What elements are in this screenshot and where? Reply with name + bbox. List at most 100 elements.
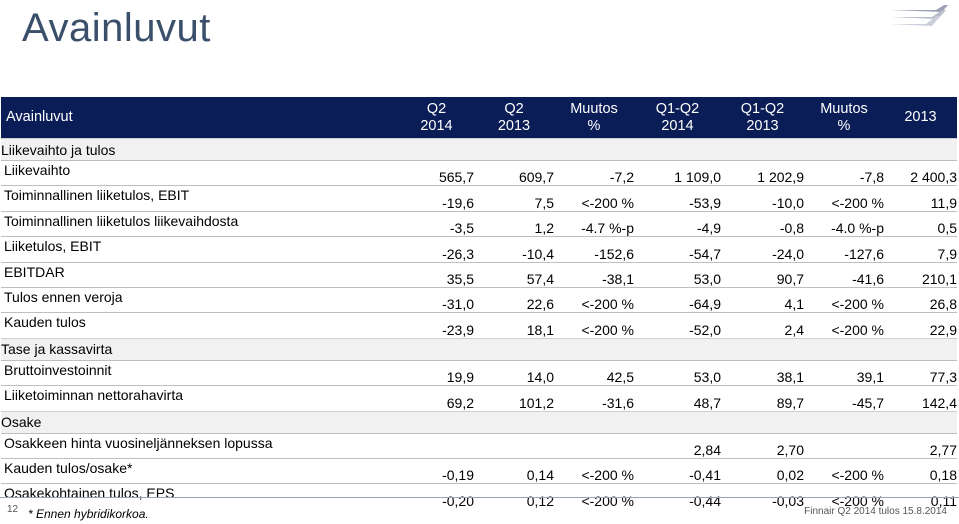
row-label: Bruttoinvestoinnit bbox=[1, 359, 399, 386]
table-cell: 0,18 bbox=[884, 457, 957, 484]
table-cell: 1,2 bbox=[474, 210, 554, 237]
table-cell: -7,2 bbox=[554, 159, 634, 186]
table-cell: 35,5 bbox=[399, 261, 474, 288]
table-cell: 2,77 bbox=[884, 432, 957, 459]
row-label: Osakkeen hinta vuosineljänneksen lopussa bbox=[1, 432, 399, 459]
table-cell: 26,8 bbox=[884, 286, 957, 313]
column-header-line: % bbox=[587, 117, 601, 134]
row-label: Kauden tulos/osake* bbox=[1, 457, 399, 484]
column-header-line: Muutos bbox=[820, 100, 868, 117]
table-cell: -52,0 bbox=[634, 312, 721, 339]
table-cell: -0,19 bbox=[399, 457, 474, 484]
table-cell: 14,0 bbox=[474, 359, 554, 386]
table-cell: 7,5 bbox=[474, 185, 554, 212]
table-cell: -10,4 bbox=[474, 236, 554, 263]
column-header: Muutos% bbox=[554, 97, 634, 139]
column-header-line: 2013 bbox=[497, 117, 531, 134]
table-row: EBITDAR 35,5 57,4 -38,1 53,0 90,7 -41,6 210,1 bbox=[1, 261, 957, 288]
table-cell: -7,8 bbox=[804, 159, 884, 186]
table-cell: 39,1 bbox=[804, 359, 884, 386]
table-cell: <-200 % bbox=[804, 286, 884, 313]
column-header-line: % bbox=[837, 117, 851, 134]
table-cell: -38,1 bbox=[554, 261, 634, 288]
row-label: Toiminnallinen liiketulos, EBIT bbox=[1, 185, 399, 212]
table-cell: 18,1 bbox=[474, 312, 554, 339]
column-header: Q1-Q2 2013 bbox=[721, 97, 804, 139]
table-cell: 11,9 bbox=[884, 185, 957, 212]
table-cell: -54,7 bbox=[634, 236, 721, 263]
table-cell: 142,4 bbox=[884, 385, 957, 412]
row-label: Tulos ennen veroja bbox=[1, 286, 399, 313]
table-cell: -0,8 bbox=[721, 210, 804, 237]
table-cell: 90,7 bbox=[721, 261, 804, 288]
table-cell: 57,4 bbox=[474, 261, 554, 288]
row-label: Liiketoiminnan nettorahavirta bbox=[1, 385, 399, 412]
table-cell: 0,12 bbox=[474, 483, 554, 509]
column-header-line: Q1-Q2 bbox=[740, 100, 785, 117]
row-label: EBITDAR bbox=[1, 261, 399, 288]
table-cell: 89,7 bbox=[721, 385, 804, 412]
table-cell: -19,6 bbox=[399, 185, 474, 212]
column-header: Q2 2013 bbox=[474, 97, 554, 139]
column-header-line: Q1-Q2 bbox=[655, 100, 700, 117]
table-cell: <-200 % bbox=[554, 185, 634, 212]
table-cell: 22,6 bbox=[474, 286, 554, 313]
row-label: Kauden tulos bbox=[1, 312, 399, 339]
table-cell: 1 202,9 bbox=[721, 159, 804, 186]
table-cell bbox=[554, 432, 634, 459]
table-header-row: Avainluvut Q2 2014 Q2 2013 Muutos% Q1-Q2 2014 Q1… bbox=[1, 97, 957, 139]
table-cell: -26,3 bbox=[399, 236, 474, 263]
table-cell: 565,7 bbox=[399, 159, 474, 186]
table-cell: <-200 % bbox=[554, 457, 634, 484]
table-row: Toiminnallinen liiketulos, EBIT -19,6 7,5 <… bbox=[1, 185, 957, 212]
table-row: Liiketoiminnan nettorahavirta 69,2 101,2 -3… bbox=[1, 385, 957, 412]
table-cell: 0,11 bbox=[884, 483, 957, 509]
table-row: Kauden tulos -23,9 18,1 <-200 % -52,0 2,4 <-20… bbox=[1, 312, 957, 339]
table-cell: -45,7 bbox=[804, 385, 884, 412]
table-cell: -0,41 bbox=[634, 457, 721, 484]
column-header-line: 2013 bbox=[746, 117, 779, 134]
table-cell: -53,9 bbox=[634, 185, 721, 212]
footer-divider bbox=[0, 497, 959, 498]
table-cell: 22,9 bbox=[884, 312, 957, 339]
column-header-line: 2014 bbox=[661, 117, 694, 134]
table-cell: <-200 % bbox=[804, 312, 884, 339]
table-cell: 2,70 bbox=[721, 432, 804, 459]
table-cell: -0,44 bbox=[634, 483, 721, 509]
table-cell: 42,5 bbox=[554, 359, 634, 386]
column-header-line: Muutos bbox=[570, 100, 618, 117]
table-row: Liikevaihto 565,7 609,7 -7,2 1 109,0 1 202,9-… bbox=[1, 159, 957, 186]
section-title: Tase ja kassavirta bbox=[1, 337, 957, 361]
table-cell: 53,0 bbox=[634, 359, 721, 386]
table-cell bbox=[474, 432, 554, 459]
column-header-line: 2013 bbox=[904, 109, 937, 125]
column-header: Muutos% bbox=[804, 97, 884, 139]
table-cell: 77,3 bbox=[884, 359, 957, 386]
table-cell: 53,0 bbox=[634, 261, 721, 288]
row-label: Liiketulos, EBIT bbox=[1, 236, 399, 263]
table-row: Osakkeen hinta vuosineljänneksen lopussa… bbox=[1, 432, 957, 459]
section-title: Osake bbox=[1, 410, 957, 434]
table-cell: -41,6 bbox=[804, 261, 884, 288]
table-cell: -4,9 bbox=[634, 210, 721, 237]
table-cell: 0,14 bbox=[474, 457, 554, 484]
table-cell: 38,1 bbox=[721, 359, 804, 386]
table-cell: -152,6 bbox=[554, 236, 634, 263]
table-cell: -24,0 bbox=[721, 236, 804, 263]
page-title: Avainluvut bbox=[22, 6, 211, 50]
table-cell: 48,7 bbox=[634, 385, 721, 412]
key-figures-table: Avainluvut Q2 2014 Q2 2013 Muutos% Q1-Q2 2014 Q1… bbox=[1, 97, 957, 509]
column-header: Q2 2014 bbox=[399, 97, 474, 139]
table-row: Toiminnallinen liiketulos liikevaihdosta… bbox=[1, 210, 957, 237]
table-cell: <-200 % bbox=[804, 483, 884, 509]
table-cell: 2 400,3 bbox=[884, 159, 957, 186]
header-label: Avainluvut bbox=[1, 97, 399, 139]
table-cell: 0,02 bbox=[721, 457, 804, 484]
table-cell: -127,6 bbox=[804, 236, 884, 263]
page-number: 12 bbox=[7, 504, 19, 515]
section-header-row: Tase ja kassavirta bbox=[1, 337, 957, 361]
table-cell: -10,0 bbox=[721, 185, 804, 212]
table-cell: 2,84 bbox=[634, 432, 721, 459]
table-cell: 609,7 bbox=[474, 159, 554, 186]
table-cell: 7,9 bbox=[884, 236, 957, 263]
